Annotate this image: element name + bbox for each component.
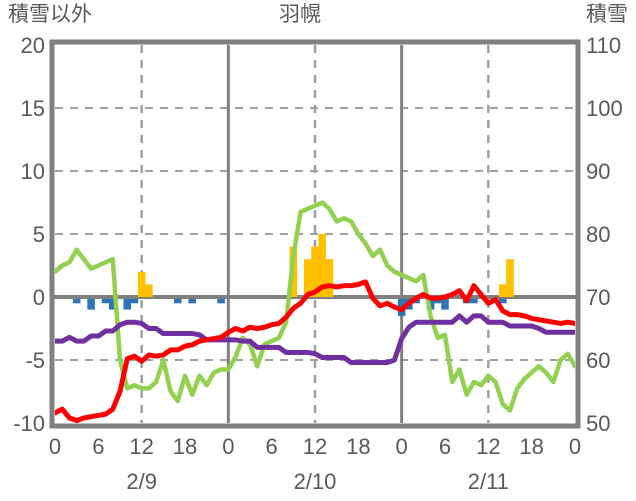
x-axis-hour-label: 6 xyxy=(439,434,451,459)
x-axis-hour-label: 12 xyxy=(303,434,327,459)
left-axis-tick-label: 10 xyxy=(21,159,45,184)
blue-bar xyxy=(470,297,478,304)
orange-bar xyxy=(145,284,153,297)
blue-bar xyxy=(87,297,95,310)
orange-bar xyxy=(303,259,312,297)
right-axis-title: 積雪 xyxy=(586,3,628,26)
blue-bar xyxy=(173,297,182,304)
x-axis-hour-label: 0 xyxy=(49,434,61,459)
blue-bar xyxy=(108,297,117,310)
right-axis-tick-label: 70 xyxy=(586,285,610,310)
x-axis-date-label: 2/11 xyxy=(468,469,509,494)
left-axis-tick-label: 0 xyxy=(33,285,45,310)
left-axis-tick-label: -10 xyxy=(13,411,45,436)
purple-series-line xyxy=(55,313,575,366)
left-axis-tick-label: -5 xyxy=(25,348,45,373)
x-axis-hour-label: 12 xyxy=(129,434,153,459)
right-axis-tick-label: 50 xyxy=(586,411,610,436)
x-axis-hour-label: 0 xyxy=(396,434,408,459)
left-axis-tick-label: 5 xyxy=(33,222,45,247)
orange-bar xyxy=(318,234,327,297)
x-axis-hour-label: 18 xyxy=(346,434,370,459)
green-series-line xyxy=(55,200,575,413)
blue-bar xyxy=(441,297,449,310)
orange-bar xyxy=(311,246,319,297)
left-axis-tick-label: 15 xyxy=(21,96,45,121)
right-axis-tick-label: 110 xyxy=(586,33,621,58)
x-axis-date-label: 2/9 xyxy=(126,469,157,494)
x-axis-hour-label: 0 xyxy=(569,434,581,459)
right-axis-tick-label: 80 xyxy=(586,222,610,247)
x-axis-hour-label: 6 xyxy=(266,434,278,459)
left-axis-tick-label: 20 xyxy=(21,33,45,58)
blue-bar xyxy=(123,297,132,310)
x-axis-hour-label: 18 xyxy=(173,434,197,459)
right-axis-tick-label: 100 xyxy=(586,96,623,121)
blue-bar xyxy=(217,297,225,304)
orange-bar xyxy=(498,284,507,297)
x-axis-date-label: 2/10 xyxy=(294,469,337,494)
orange-bar xyxy=(325,259,334,297)
x-axis-hour-label: 6 xyxy=(92,434,104,459)
blue-bar xyxy=(188,297,197,304)
orange-bar xyxy=(137,271,146,297)
x-axis-hour-label: 0 xyxy=(222,434,234,459)
right-axis-tick-label: 60 xyxy=(586,348,610,373)
blue-bar xyxy=(498,297,507,304)
left-axis-title: 積雪以外 xyxy=(8,3,92,26)
chart-title: 羽幌 xyxy=(279,3,321,26)
blue-bar xyxy=(130,297,139,304)
x-axis-hour-label: 18 xyxy=(519,434,543,459)
orange-bar xyxy=(506,259,514,297)
red-series-line xyxy=(55,279,575,423)
x-axis-hour-label: 12 xyxy=(476,434,500,459)
plot-border xyxy=(49,39,581,429)
blue-bar xyxy=(101,297,110,304)
blue-bar xyxy=(72,297,81,304)
right-axis-tick-label: 90 xyxy=(586,159,610,184)
